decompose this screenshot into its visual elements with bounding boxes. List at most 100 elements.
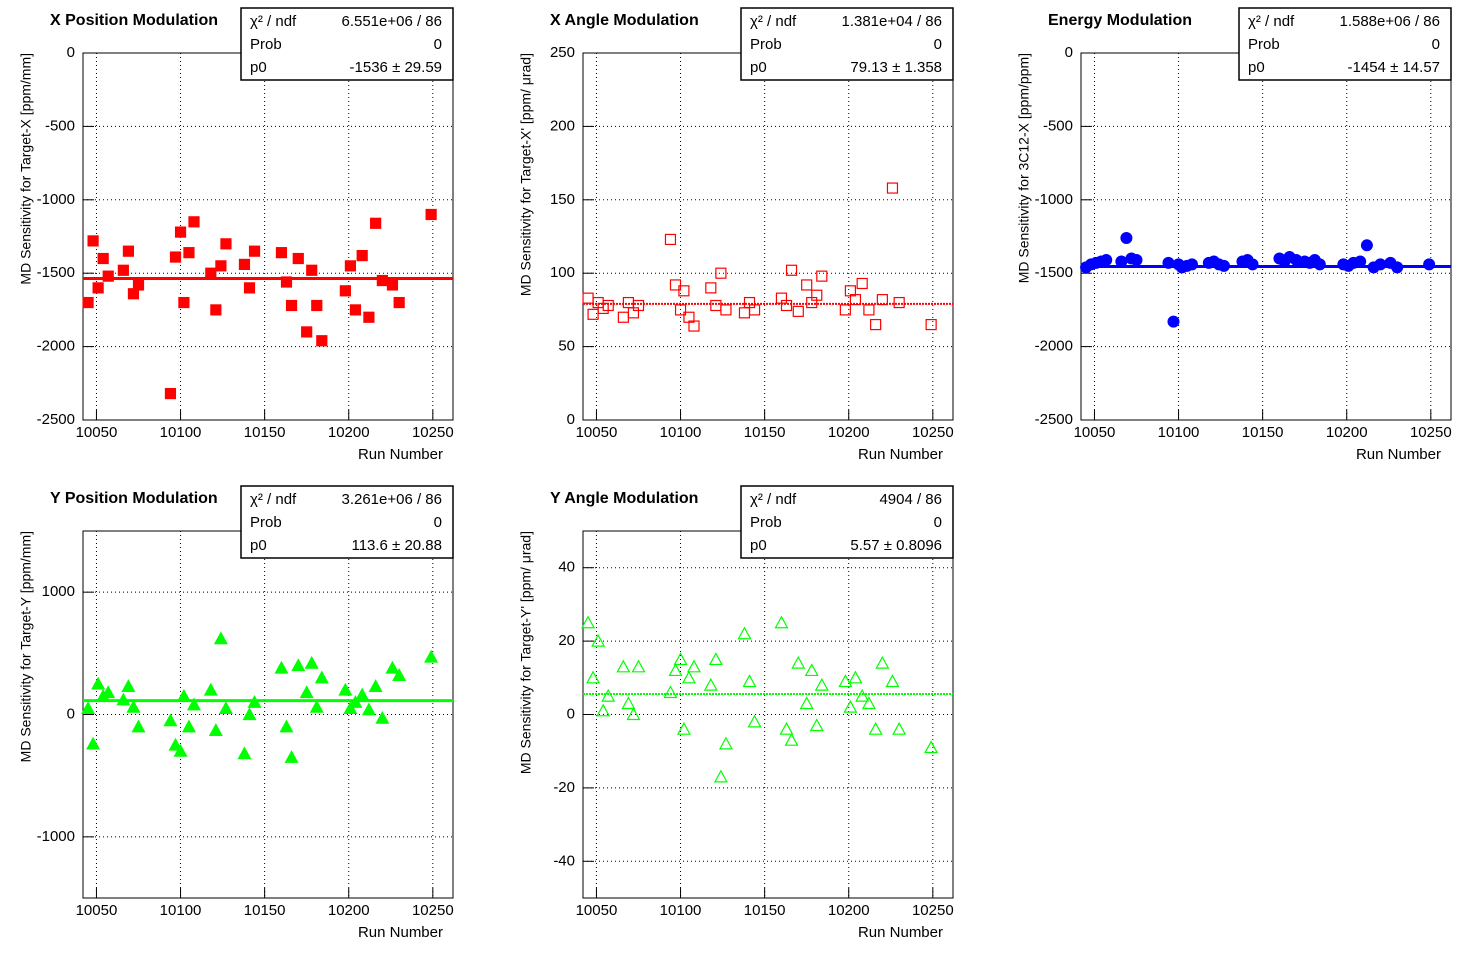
y-tick-label: 40 (558, 559, 575, 576)
marker (924, 740, 939, 754)
y-tick-label: -1500 (37, 264, 75, 281)
x-tick-label: 10050 (76, 424, 118, 441)
stats-label: p0 (750, 59, 767, 76)
marker (1167, 315, 1180, 328)
y-tick-label: -500 (1043, 117, 1073, 134)
x-tick-label: 10250 (912, 424, 954, 441)
x-tick-label: 10200 (1326, 424, 1368, 441)
marker (863, 304, 875, 316)
marker (376, 274, 388, 287)
marker (1360, 239, 1373, 252)
marker (779, 721, 794, 735)
y-tick-label: 100 (550, 264, 575, 281)
marker (131, 719, 146, 733)
x-tick-label: 10150 (244, 424, 286, 441)
marker (248, 245, 261, 257)
x-tick-label: 10100 (160, 902, 202, 919)
marker (132, 279, 145, 291)
marker (668, 663, 683, 677)
marker (676, 721, 691, 735)
marker (220, 238, 232, 250)
y-tick-label: 200 (550, 117, 575, 134)
marker (393, 296, 405, 309)
marker (791, 655, 806, 669)
marker (622, 296, 635, 309)
x-tick-label: 10200 (828, 424, 870, 441)
y-tick-label: -2000 (37, 338, 75, 355)
stats-label: χ² / ndf (750, 491, 797, 508)
marker (1115, 255, 1128, 268)
x-tick-label: 10150 (744, 902, 786, 919)
marker (237, 746, 252, 760)
marker (855, 688, 870, 702)
marker (626, 707, 641, 721)
panel: 10050 10100 10150 10200 10250 -40 -20 0 20 40 Y An… (518, 485, 954, 941)
marker (848, 670, 863, 684)
stats-value: -1454 ± 14.57 (1348, 59, 1440, 76)
marker (838, 674, 853, 688)
marker (238, 258, 251, 270)
marker (780, 299, 793, 312)
stats-label: Prob (250, 36, 282, 53)
x-tick-label: 10050 (1074, 424, 1116, 441)
stats-value: 113.6 ± 20.88 (351, 537, 442, 554)
y-tick-label: 0 (567, 411, 575, 428)
y-tick-label: -1000 (1035, 191, 1073, 208)
marker (243, 282, 256, 294)
marker (338, 682, 353, 696)
marker (309, 699, 324, 713)
stats-label: p0 (250, 59, 267, 76)
marker (1186, 258, 1198, 271)
marker (893, 296, 905, 309)
stats-box (740, 485, 954, 559)
marker (681, 670, 696, 684)
marker (91, 676, 106, 690)
marker (117, 264, 129, 276)
marker (205, 267, 217, 279)
marker (168, 737, 183, 751)
marker (176, 688, 191, 702)
x-tick-label: 10200 (328, 424, 370, 441)
x-axis-label: Run Number (858, 924, 943, 941)
marker (839, 304, 851, 316)
x-tick-label: 10100 (660, 424, 702, 441)
marker (678, 285, 690, 297)
y-tick-label: -20 (553, 779, 575, 796)
marker (811, 289, 823, 301)
marker (349, 304, 362, 316)
marker (356, 249, 368, 262)
y-axis-label: MD Sensitivity for Target-Y [ppm/mm] (18, 531, 34, 762)
marker (314, 670, 329, 684)
x-tick-label: 10100 (1158, 424, 1200, 441)
x-tick-label: 10200 (828, 902, 870, 919)
marker (247, 695, 262, 708)
marker (792, 305, 804, 317)
marker (715, 267, 727, 279)
panel: 10050 10100 10150 10200 10250 -2500 -2000 -1500… (1016, 7, 1452, 463)
marker (355, 687, 370, 701)
stats-box (240, 7, 454, 81)
marker (361, 702, 376, 716)
marker (875, 655, 890, 669)
chart-title: X Angle Modulation (550, 12, 699, 29)
marker (861, 696, 876, 710)
stats-label: p0 (750, 537, 767, 554)
marker (163, 713, 178, 727)
stats-value: 1.588e+06 / 86 (1339, 13, 1440, 30)
x-tick-label: 10250 (412, 902, 454, 919)
panel: 10050 10100 10150 10200 10250 -1000 0 1000 Y Pos… (18, 485, 454, 941)
marker (809, 718, 824, 732)
marker (215, 260, 227, 272)
marker (101, 685, 116, 699)
x-tick-label: 10100 (660, 902, 702, 919)
marker (275, 247, 288, 259)
marker (591, 633, 606, 647)
marker (587, 308, 599, 320)
marker (1374, 258, 1387, 271)
marker (1423, 258, 1436, 271)
stats-label: Prob (250, 514, 282, 531)
marker (242, 707, 257, 721)
stats-label: Prob (750, 514, 782, 531)
x-tick-label: 10250 (412, 424, 454, 441)
marker (742, 674, 757, 688)
